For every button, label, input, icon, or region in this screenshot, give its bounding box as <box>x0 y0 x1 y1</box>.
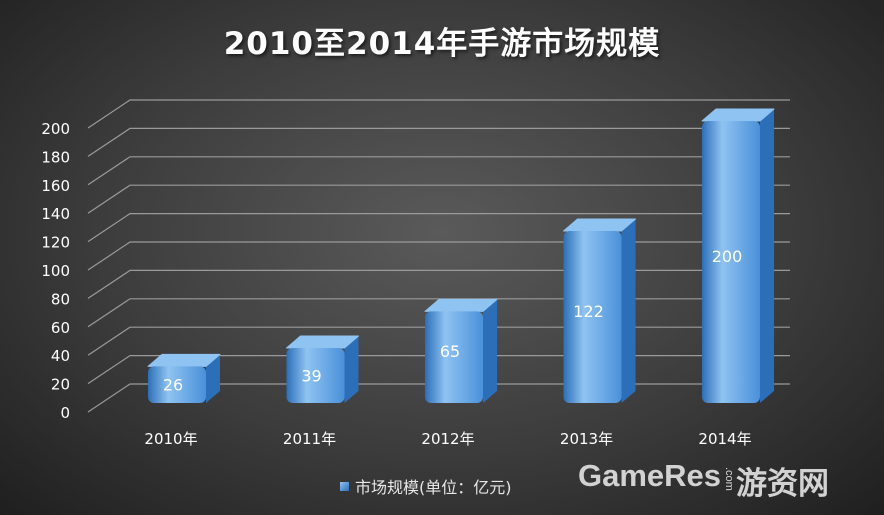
data-labels: 26 39 65 122 200 <box>163 247 742 395</box>
data-label: 200 <box>712 247 743 266</box>
bar-side <box>483 299 497 403</box>
y-tick-label: 140 <box>41 205 70 223</box>
x-tick-label: 2013年 <box>560 430 613 448</box>
x-tick-label: 2012年 <box>421 430 474 448</box>
data-label: 26 <box>163 376 183 395</box>
y-tick-label: 0 <box>60 404 70 422</box>
grid-line <box>87 99 790 129</box>
y-axis: 0 20 40 60 80 100 120 140 160 180 200 <box>41 120 70 422</box>
grid-line <box>87 184 790 214</box>
bars <box>147 108 775 403</box>
bar-side <box>621 218 636 403</box>
bar-side <box>206 354 220 403</box>
y-tick-label: 200 <box>41 120 70 138</box>
y-tick-label: 60 <box>51 319 70 337</box>
y-tick-label: 80 <box>51 290 70 308</box>
legend-label: 市场规模(单位：亿元) <box>355 478 512 497</box>
y-tick-label: 120 <box>41 234 70 252</box>
bar <box>286 348 345 403</box>
chart-title: 2010至2014年手游市场规模 <box>223 26 661 62</box>
grid-line <box>87 269 790 299</box>
data-label: 65 <box>440 342 460 361</box>
x-tick-label: 2011年 <box>283 430 336 448</box>
grid-line <box>87 156 790 186</box>
y-tick-label: 160 <box>41 177 70 195</box>
bar <box>563 230 622 403</box>
grid-line <box>87 241 790 271</box>
watermark-text: GameRes <box>578 458 722 493</box>
watermark-cn: 游资网 <box>736 466 830 501</box>
bar-side <box>344 336 359 403</box>
y-tick-label: 20 <box>51 376 70 394</box>
legend: 市场规模(单位：亿元) <box>340 474 512 498</box>
bar <box>148 366 206 403</box>
legend-swatch <box>340 481 349 491</box>
grid-line <box>87 127 790 157</box>
bar <box>425 311 483 403</box>
y-tick-label: 100 <box>41 262 70 280</box>
watermark-logo: GameRes .com 游资网 <box>578 458 829 503</box>
data-label: 122 <box>573 302 604 321</box>
y-tick-label: 180 <box>41 148 70 166</box>
grid-line <box>87 213 790 243</box>
data-label: 39 <box>301 367 321 386</box>
bar-side <box>760 109 774 403</box>
watermark-dotcom: .com <box>723 467 736 491</box>
x-tick-label: 2010年 <box>144 430 197 448</box>
bar <box>702 121 760 403</box>
y-tick-label: 40 <box>51 347 70 365</box>
grid-lines <box>87 99 790 413</box>
x-axis: 2010年 2011年 2012年 2013年 2014年 <box>144 430 751 448</box>
x-tick-label: 2014年 <box>698 430 751 448</box>
